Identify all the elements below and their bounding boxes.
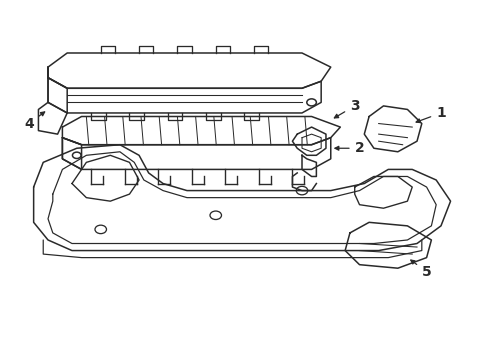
Text: 4: 4 bbox=[24, 112, 44, 131]
Text: 5: 5 bbox=[410, 260, 430, 279]
Text: 3: 3 bbox=[334, 99, 359, 118]
Text: 1: 1 bbox=[415, 106, 445, 123]
Text: 2: 2 bbox=[334, 141, 364, 155]
